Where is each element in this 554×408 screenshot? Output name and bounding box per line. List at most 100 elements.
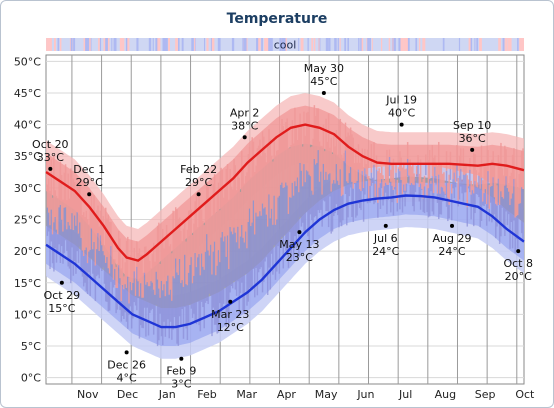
comfort-day-mark [50,38,52,51]
comfort-day-mark [175,38,178,51]
comfort-day-mark [73,38,76,51]
comfort-day-mark [54,38,56,51]
comfort-day-mark [57,38,60,51]
comfort-day-mark [270,38,273,51]
extreme-marker [450,223,455,228]
extreme-marker [470,147,475,152]
y-tick-label: 30°C [14,182,41,195]
y-tick-label: 45°C [14,87,41,100]
comfort-day-mark [498,38,500,51]
comfort-day-mark [422,38,425,51]
comfort-day-mark [114,38,117,51]
comfort-day-mark [119,38,123,51]
comfort-day-mark [157,38,159,51]
comfort-day-mark [318,38,320,51]
comfort-strip [46,38,524,51]
comfort-day-mark [298,38,300,51]
comfort-day-mark [337,38,339,51]
annotation-value: 12°C [217,321,244,334]
y-tick-label: 5°C [21,340,41,353]
comfort-day-mark [148,38,152,51]
y-tick-label: 10°C [14,308,41,321]
average-lines [45,123,525,329]
comfort-day-mark [517,38,519,51]
annotation-date: Mar 23 [211,308,249,321]
comfort-day-mark [361,38,364,51]
x-axis: Nov Dec Jan Feb Mar Apr May Jun Jul Aug Sep Oct [77,388,535,401]
comfort-strip-label: cool [274,39,297,52]
comfort-day-mark [392,38,394,51]
comfort-day-mark [181,38,184,51]
comfort-day-mark [164,38,168,51]
comfort-day-mark [347,38,349,51]
average-high-line [45,123,525,262]
comfort-day-mark [476,38,479,51]
x-tick-label: Jun [356,388,374,401]
annotation-value: 24°C [372,245,399,258]
comfort-day-mark [111,38,113,51]
annotation-date: Aug 29 [433,232,472,245]
comfort-day-mark [99,38,102,51]
extreme-marker [242,135,247,140]
comfort-day-mark [256,38,260,51]
annotation-value: 38°C [231,119,258,132]
comfort-day-mark [125,38,129,51]
comfort-day-mark [98,38,100,51]
comfort-day-mark [504,38,506,51]
annotation-date: May 13 [279,238,319,251]
comfort-day-mark [244,38,247,51]
comfort-day-mark [519,38,521,51]
annotation-date: Jul 19 [385,94,417,107]
x-tick-label: Aug [435,388,456,401]
average-low-line [45,194,525,329]
comfort-day-mark [521,38,524,51]
extreme-marker [297,230,302,235]
comfort-day-mark [499,38,501,51]
extreme-marker [48,166,53,171]
comfort-day-mark [168,38,170,51]
annotation-value: 29°C [185,176,212,189]
comfort-day-mark [103,38,106,51]
x-tick-label: Jan [158,388,176,401]
comfort-day-mark [152,38,154,51]
annotation-date: Dec 1 [73,163,105,176]
comfort-day-mark [178,38,180,51]
x-tick-label: Sep [475,388,496,401]
annotation-value: 4°C [117,371,137,384]
annotation-date: Jul 6 [373,232,398,245]
comfort-day-mark [136,38,139,51]
comfort-day-mark [334,38,337,51]
comfort-day-mark [404,38,407,51]
annotation-date: May 30 [304,62,344,75]
annotation-date: Apr 2 [230,106,260,119]
annotation-date: Sep 10 [453,119,491,132]
comfort-day-mark [311,38,314,51]
annotation-value: 29°C [76,176,103,189]
x-tick-label: May [315,388,338,401]
x-tick-label: Jul [398,388,412,401]
annotation-value: 23°C [286,251,313,264]
annotation-value: 45°C [310,75,337,88]
comfort-day-mark [367,38,370,51]
comfort-day-mark [307,38,309,51]
comfort-day-mark [458,38,461,51]
annotation-date: Oct 8 [503,257,533,270]
comfort-day-mark [70,38,73,51]
x-tick-label: Nov [77,388,99,401]
comfort-day-mark [423,38,426,51]
extreme-marker [516,249,521,254]
y-tick-label: 15°C [14,277,41,290]
comfort-day-mark [479,38,482,51]
comfort-day-mark [407,38,410,51]
y-tick-label: 20°C [14,245,41,258]
annotation-date: Feb 9 [166,365,196,378]
comfort-day-mark [339,38,341,51]
comfort-day-mark [85,38,87,51]
annotation-value: 33°C [37,151,64,164]
low-band-inner [46,176,524,346]
extreme-marker [383,223,388,228]
comfort-day-mark [84,38,86,51]
extreme-marker [196,192,201,197]
annotation-date: Feb 22 [180,163,217,176]
x-tick-label: Apr [277,388,297,401]
